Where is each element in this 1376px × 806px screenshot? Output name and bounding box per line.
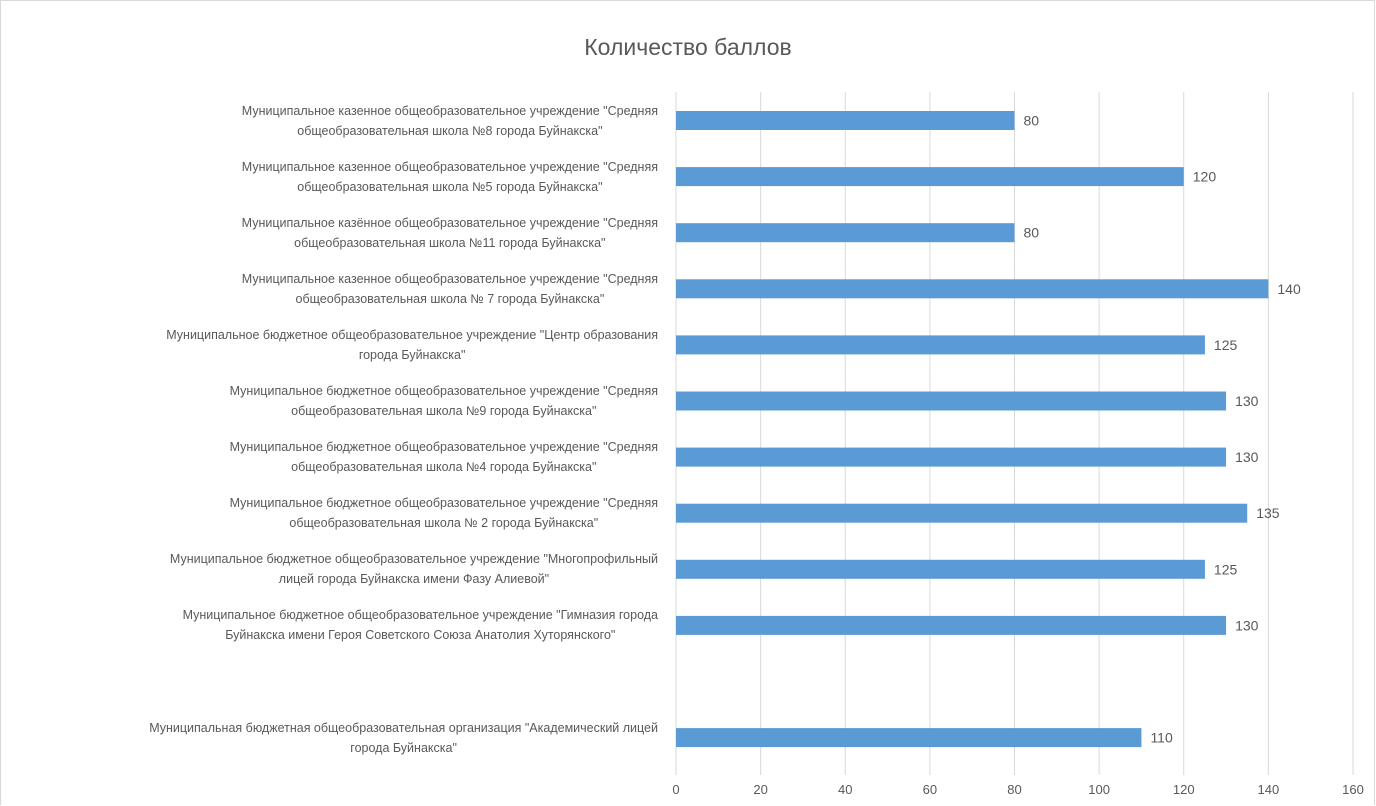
category-label-line: Буйнакска имени Героя Советского Союза А…: [225, 628, 616, 643]
data-label: 130: [1235, 449, 1259, 465]
category-label-line: Муниципальное бюджетное общеобразователь…: [229, 384, 658, 398]
category-label-line: общеобразовательная школа №4 города Буйн…: [291, 460, 597, 475]
chart-title: Количество баллов: [584, 34, 792, 60]
category-label-line: Муниципальное бюджетное общеобразователь…: [229, 496, 658, 511]
x-axis-tick-labels: 0 20 40 60 80 100 120 140 160: [672, 782, 1363, 797]
data-label: 130: [1235, 393, 1259, 409]
category-label-line: Муниципальное казенное общеобразовательн…: [241, 271, 658, 286]
category-label-line: Муниципальное казённое общеобразовательн…: [241, 215, 658, 230]
x-tick-label: 60: [923, 782, 937, 797]
bar: [676, 391, 1227, 411]
category-label: Муниципальное бюджетное общеобразователь…: [0, 381, 658, 421]
data-label: 130: [1235, 617, 1259, 633]
category-label-line: Муниципальное бюджетное общеобразователь…: [229, 440, 658, 455]
category-label-line: лицей города Буйнакска имени Фазу Алиево…: [278, 572, 550, 587]
bar: [676, 335, 1205, 355]
bar: [676, 279, 1269, 299]
category-label: Муниципальное бюджетное общеобразователь…: [0, 325, 658, 365]
bar: [676, 728, 1142, 748]
x-tick-label: 160: [1342, 782, 1364, 797]
data-label: 110: [1150, 730, 1173, 746]
data-label: 125: [1214, 337, 1238, 353]
category-label: Муниципальное бюджетное общеобразователь…: [0, 493, 658, 533]
category-label: Муниципальная бюджетная общеобразователь…: [0, 718, 658, 758]
category-label: Муниципальное казённое общеобразовательн…: [0, 213, 658, 253]
category-label: Муниципальное бюджетное общеобразователь…: [0, 605, 658, 645]
category-label: Муниципальное казенное общеобразовательн…: [0, 157, 658, 197]
category-label-line: общеобразовательная школа № 7 города Буй…: [295, 291, 605, 306]
bar: [676, 559, 1205, 579]
x-tick-label: 0: [672, 782, 679, 797]
x-tick-label: 120: [1173, 782, 1195, 797]
bar: [676, 223, 1015, 243]
bar: [676, 111, 1015, 130]
data-label: 80: [1024, 113, 1040, 129]
category-label-line: Муниципальное казенное общеобразовательн…: [241, 159, 658, 174]
data-label: 125: [1214, 561, 1238, 577]
data-label: 80: [1024, 225, 1040, 241]
category-label-line: общеобразовательная школа №11 города Буй…: [294, 235, 606, 250]
bars: [676, 111, 1269, 748]
x-tick-label: 140: [1258, 782, 1280, 797]
category-label-line: общеобразовательная школа №5 города Буйн…: [297, 179, 603, 194]
category-label-line: Муниципальное бюджетное общеобразователь…: [182, 608, 658, 623]
category-label-line: Муниципальное бюджетное общеобразователь…: [169, 552, 658, 567]
category-label-line: общеобразовательная школа №9 города Буйн…: [291, 404, 597, 418]
x-tick-label: 20: [753, 782, 767, 797]
category-label: Муниципальное казенное общеобразовательн…: [0, 269, 658, 309]
bar: [676, 615, 1227, 635]
gridlines: [675, 92, 1354, 775]
data-label: 135: [1256, 505, 1280, 521]
category-label-line: Муниципальное бюджетное общеобразователь…: [166, 327, 658, 342]
category-label: Муниципальное бюджетное общеобразователь…: [0, 437, 658, 477]
category-label: Муниципальное бюджетное общеобразователь…: [0, 549, 658, 589]
data-label: 140: [1277, 281, 1301, 297]
category-label-line: общеобразовательная школа №8 города Буйн…: [297, 123, 603, 138]
data-label: 120: [1193, 169, 1217, 185]
bar: [676, 167, 1184, 187]
x-tick-label: 40: [838, 782, 852, 797]
category-label: Муниципальное казенное общеобразовательн…: [0, 101, 658, 141]
x-tick-label: 100: [1088, 782, 1110, 797]
category-label-line: общеобразовательная школа № 2 города Буй…: [289, 516, 599, 531]
bar: [676, 503, 1248, 523]
data-labels: 80 120 80 140 125 130 130 135 125 130 110: [1024, 113, 1301, 746]
category-label-line: города Буйнакска": [350, 740, 457, 755]
bar: [676, 447, 1227, 467]
category-label-line: Муниципальное казенное общеобразовательн…: [241, 103, 658, 118]
x-tick-label: 80: [1007, 782, 1021, 797]
category-label-line: города Буйнакска": [358, 347, 466, 362]
category-label-line: Муниципальная бюджетная общеобразователь…: [149, 720, 658, 735]
